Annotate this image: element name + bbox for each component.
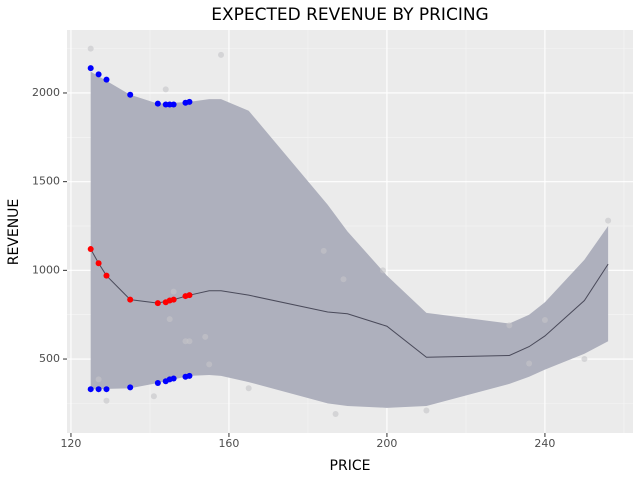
x-tick-label: 200: [376, 437, 397, 450]
data-point: [95, 376, 102, 383]
data-point: [186, 292, 193, 299]
data-point: [541, 317, 548, 324]
data-point: [379, 267, 386, 274]
data-point: [87, 386, 94, 393]
data-point: [103, 386, 110, 393]
data-point: [526, 360, 533, 367]
data-point: [332, 411, 339, 418]
data-point: [87, 45, 94, 52]
x-tick-label: 120: [60, 437, 81, 450]
data-point: [154, 300, 161, 307]
data-point: [506, 322, 513, 329]
data-point: [127, 296, 134, 303]
data-point: [340, 276, 347, 283]
data-point: [95, 386, 102, 393]
x-tick-label: 240: [534, 437, 555, 450]
y-axis-label: REVENUE: [6, 199, 22, 266]
y-tick-label: 1500: [32, 175, 60, 188]
data-point: [154, 100, 161, 107]
data-point: [320, 247, 327, 254]
data-point: [127, 384, 134, 391]
data-point: [186, 372, 193, 379]
data-point: [581, 356, 588, 363]
data-point: [423, 407, 430, 414]
data-point: [206, 361, 213, 368]
data-point: [245, 385, 252, 392]
data-point: [103, 76, 110, 83]
data-point: [87, 246, 94, 253]
data-point: [186, 98, 193, 105]
data-point: [170, 288, 177, 295]
y-tick-label: 2000: [32, 86, 60, 99]
data-point: [150, 393, 157, 400]
data-point: [170, 101, 177, 108]
data-point: [154, 379, 161, 386]
data-point: [87, 65, 94, 72]
y-tick-label: 500: [39, 352, 60, 365]
data-point: [103, 272, 110, 279]
data-point: [95, 71, 102, 78]
data-point: [605, 217, 612, 224]
data-point: [170, 375, 177, 382]
x-tick-label: 160: [218, 437, 239, 450]
x-axis-label: PRICE: [330, 458, 371, 474]
y-tick-label: 1000: [32, 263, 60, 276]
data-point: [218, 51, 225, 58]
confidence-band: [90, 71, 609, 408]
data-point: [162, 86, 169, 93]
data-point: [170, 296, 177, 303]
data-point: [95, 260, 102, 267]
data-point: [166, 316, 173, 323]
data-point: [186, 338, 193, 345]
data-point: [103, 397, 110, 404]
data-point: [127, 91, 134, 98]
data-point: [202, 333, 209, 340]
chart-title: EXPECTED REVENUE BY PRICING: [211, 5, 488, 25]
